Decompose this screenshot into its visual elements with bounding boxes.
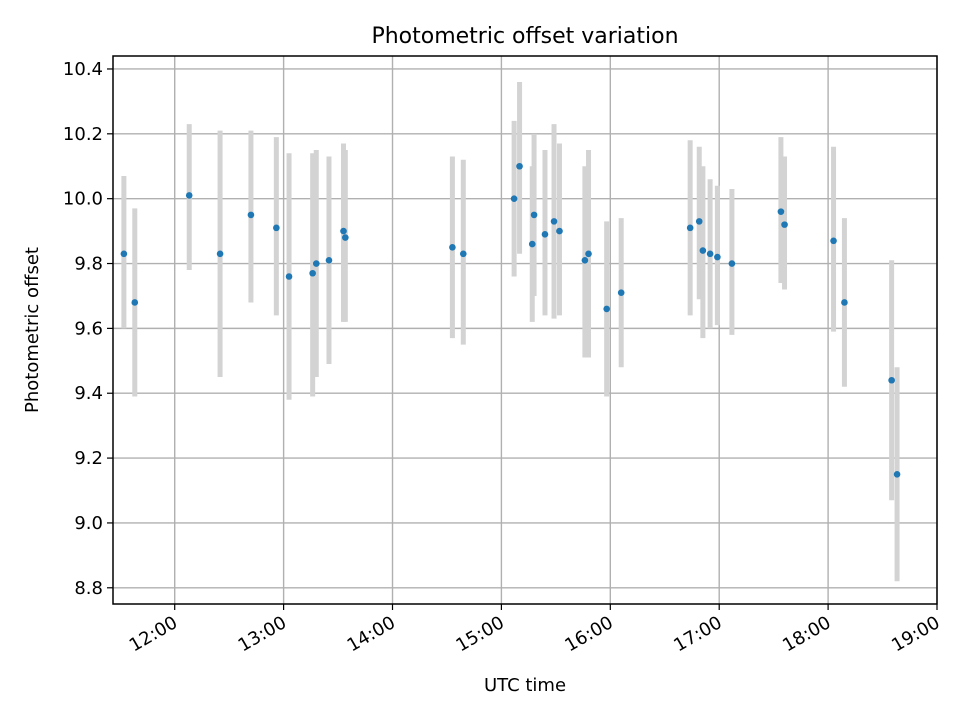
data-point	[699, 247, 707, 254]
data-point	[185, 192, 193, 199]
data-point	[449, 244, 456, 251]
x-axis-label: UTC time	[484, 675, 566, 696]
grid-lines	[113, 56, 938, 604]
data-points	[120, 162, 901, 478]
data-point	[714, 253, 721, 261]
data-point	[617, 289, 625, 297]
y-tick-label: 10.0	[63, 189, 103, 210]
data-point	[309, 269, 316, 277]
data-point	[777, 208, 785, 215]
data-point	[325, 256, 333, 264]
data-point	[830, 237, 837, 245]
data-point	[516, 162, 523, 170]
data-point	[285, 273, 293, 280]
data-point	[893, 470, 901, 478]
y-tick-label: 9.4	[74, 383, 103, 404]
data-point	[550, 218, 558, 225]
data-point	[131, 299, 139, 306]
data-point	[581, 256, 589, 264]
y-tick-label: 8.8	[74, 578, 103, 599]
data-point	[273, 224, 280, 232]
data-point	[530, 211, 538, 219]
data-point	[706, 250, 714, 258]
chart-title: Photometric offset variation	[371, 24, 678, 49]
data-point	[585, 250, 592, 258]
y-tick-label: 10.2	[63, 124, 103, 145]
y-tick-label: 10.4	[63, 59, 103, 80]
data-point	[510, 195, 518, 202]
data-point	[459, 250, 467, 258]
y-axis: 8.8 9.0 9.2 9.4 9.6 9.8 10.0 10.2 10.4	[63, 59, 113, 599]
data-point	[247, 211, 255, 219]
data-point	[888, 376, 895, 384]
data-point	[686, 224, 694, 232]
data-point	[528, 240, 536, 248]
y-tick-label: 9.2	[74, 448, 103, 469]
y-tick-label: 9.8	[74, 254, 103, 275]
data-point	[556, 227, 563, 235]
data-point	[120, 250, 128, 258]
data-point	[728, 260, 736, 267]
data-point	[603, 305, 610, 313]
data-point	[312, 260, 320, 267]
y-axis-label: Photometric offset	[22, 247, 43, 413]
data-point	[340, 227, 347, 235]
data-point	[781, 221, 788, 228]
y-tick-label: 9.6	[74, 318, 103, 339]
data-point	[342, 234, 349, 241]
plot-frame	[112, 55, 938, 605]
data-point	[216, 250, 224, 258]
y-tick-label: 9.0	[74, 513, 103, 534]
data-point	[841, 299, 848, 306]
data-point	[541, 231, 549, 238]
data-point	[695, 218, 703, 225]
